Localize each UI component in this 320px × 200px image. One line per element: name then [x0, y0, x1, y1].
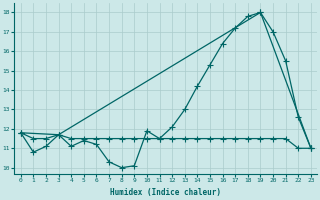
- X-axis label: Humidex (Indice chaleur): Humidex (Indice chaleur): [110, 188, 221, 197]
